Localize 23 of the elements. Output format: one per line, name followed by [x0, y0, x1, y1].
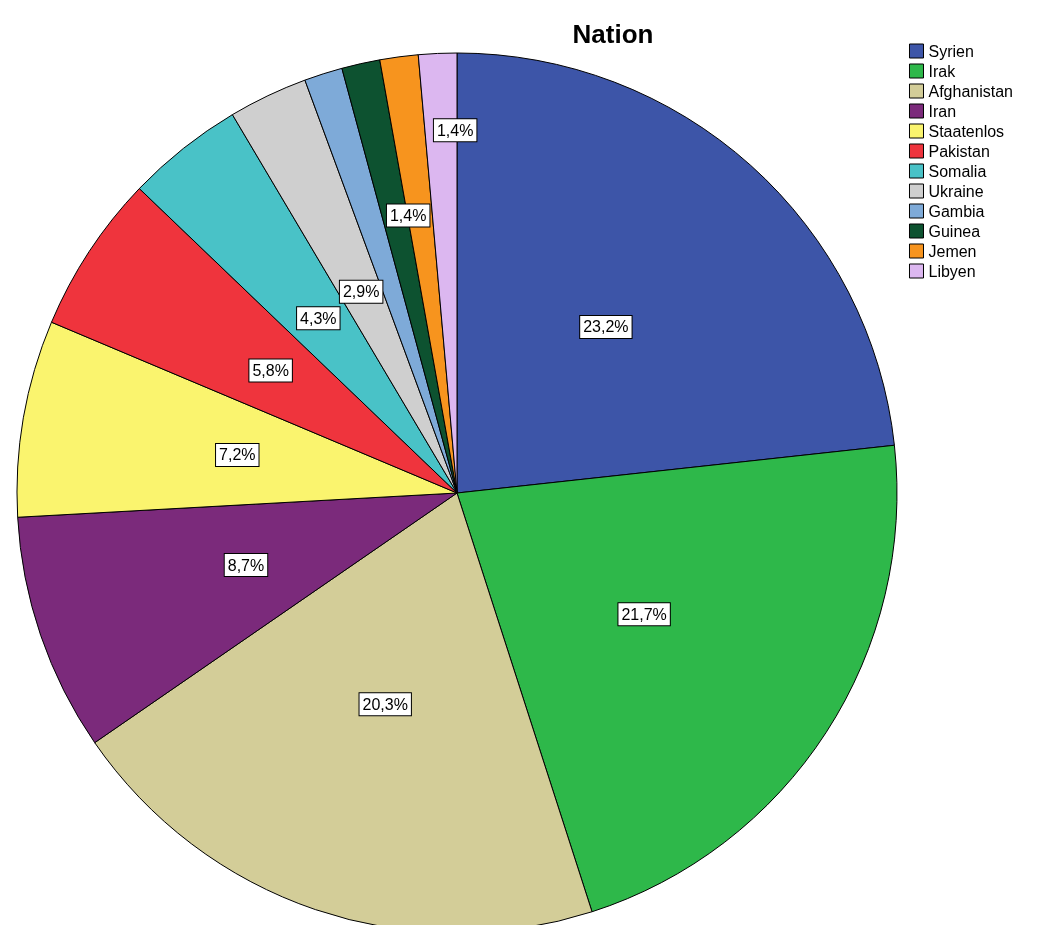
legend-label: Libyen: [928, 262, 976, 280]
data-label: 2,9%: [342, 283, 380, 301]
data-label: 1,4%: [436, 121, 474, 139]
data-label: 8,7%: [227, 556, 265, 574]
data-label: 23,2%: [583, 318, 629, 336]
legend-label: Ukraine: [928, 182, 984, 200]
chart-title: Nation: [572, 19, 654, 49]
legend-label: Iran: [928, 102, 957, 120]
legend-label: Somalia: [928, 162, 987, 180]
data-label: 21,7%: [621, 605, 667, 623]
data-label: 5,8%: [252, 362, 289, 380]
data-label: 20,3%: [362, 695, 408, 713]
legend-label: Jemen: [928, 242, 977, 260]
data-label: 7,2%: [219, 446, 256, 464]
legend-label: Pakistan: [928, 142, 990, 160]
legend-label: Guinea: [928, 222, 981, 240]
legend-label: Afghanistan: [928, 82, 1014, 100]
legend-label: Syrien: [928, 42, 974, 60]
data-label: 4,3%: [300, 309, 337, 327]
data-label: 1,4%: [389, 206, 427, 224]
legend-label: Gambia: [928, 202, 985, 220]
legend-label: Staatenlos: [928, 122, 1005, 140]
legend-label: Irak: [928, 62, 957, 80]
